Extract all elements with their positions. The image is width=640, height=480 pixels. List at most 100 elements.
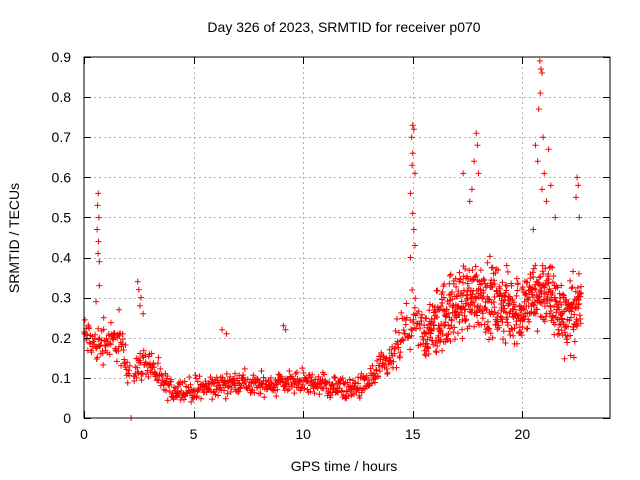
data-point bbox=[486, 325, 493, 332]
data-point bbox=[477, 303, 484, 310]
y-tick-label: 0.3 bbox=[52, 290, 72, 306]
data-point bbox=[539, 262, 546, 269]
axis-ticks bbox=[84, 57, 610, 419]
data-point bbox=[396, 329, 403, 336]
data-point bbox=[407, 190, 414, 197]
data-point bbox=[273, 393, 280, 400]
data-point bbox=[445, 310, 452, 317]
data-point bbox=[501, 305, 508, 312]
data-point bbox=[120, 347, 127, 354]
data-point bbox=[262, 378, 269, 385]
data-point bbox=[328, 382, 335, 389]
data-point bbox=[485, 336, 492, 343]
data-point bbox=[134, 364, 141, 371]
data-point bbox=[508, 282, 515, 289]
data-point bbox=[562, 306, 569, 313]
data-point bbox=[399, 336, 406, 343]
data-point bbox=[477, 267, 484, 274]
data-point bbox=[293, 369, 300, 376]
data-point bbox=[474, 142, 481, 149]
data-point bbox=[504, 268, 511, 275]
data-point bbox=[118, 343, 125, 350]
data-point bbox=[93, 345, 100, 352]
data-point bbox=[107, 319, 114, 326]
data-point bbox=[466, 323, 473, 330]
data-point bbox=[346, 376, 353, 383]
data-point bbox=[558, 301, 565, 308]
data-point bbox=[469, 307, 476, 314]
data-point bbox=[126, 372, 133, 379]
data-point bbox=[439, 289, 446, 296]
data-point bbox=[458, 309, 465, 316]
data-point bbox=[462, 317, 469, 324]
data-point bbox=[575, 182, 582, 189]
data-point bbox=[95, 336, 102, 343]
data-point bbox=[576, 300, 583, 307]
data-point bbox=[457, 275, 464, 282]
data-point bbox=[482, 329, 489, 336]
data-point bbox=[96, 282, 103, 289]
data-point bbox=[459, 326, 466, 333]
data-point bbox=[566, 317, 573, 324]
data-point bbox=[159, 372, 166, 379]
data-point bbox=[552, 214, 559, 221]
data-point bbox=[526, 283, 533, 290]
data-point bbox=[574, 174, 581, 181]
data-point bbox=[556, 321, 563, 328]
data-point bbox=[511, 303, 518, 310]
data-point bbox=[562, 298, 569, 305]
data-point bbox=[438, 303, 445, 310]
data-point bbox=[565, 323, 572, 330]
y-axis-label: SRMTID / TECUs bbox=[6, 183, 22, 293]
data-point bbox=[491, 309, 498, 316]
data-point bbox=[222, 395, 229, 402]
data-point bbox=[498, 314, 505, 321]
data-point bbox=[186, 374, 193, 381]
data-point bbox=[458, 298, 465, 305]
data-point bbox=[524, 279, 531, 286]
data-point bbox=[164, 397, 171, 404]
data-point bbox=[480, 276, 487, 283]
data-point bbox=[274, 386, 281, 393]
data-point bbox=[537, 66, 544, 73]
data-point bbox=[490, 277, 497, 284]
data-point bbox=[515, 315, 522, 322]
data-point bbox=[321, 371, 328, 378]
data-point bbox=[549, 290, 556, 297]
data-point bbox=[223, 330, 230, 337]
data-point bbox=[241, 365, 248, 372]
data-point bbox=[532, 262, 539, 269]
data-point bbox=[504, 322, 511, 329]
data-point bbox=[494, 310, 501, 317]
data-point bbox=[142, 351, 149, 358]
data-point bbox=[441, 281, 448, 288]
data-point bbox=[315, 373, 322, 380]
data-point bbox=[426, 307, 433, 314]
data-point bbox=[535, 106, 542, 113]
data-point bbox=[525, 296, 532, 303]
data-point bbox=[463, 296, 470, 303]
data-point bbox=[536, 274, 543, 281]
data-point bbox=[168, 376, 175, 383]
data-point bbox=[537, 90, 544, 97]
data-point bbox=[506, 300, 513, 307]
data-point bbox=[425, 351, 432, 358]
data-point bbox=[95, 250, 102, 257]
data-point bbox=[250, 372, 257, 379]
data-point bbox=[96, 258, 103, 265]
data-point bbox=[484, 318, 491, 325]
data-point bbox=[112, 345, 119, 352]
data-point bbox=[116, 306, 123, 313]
data-point bbox=[396, 354, 403, 361]
data-point bbox=[477, 286, 484, 293]
data-point bbox=[96, 342, 103, 349]
x-tick-label: 20 bbox=[515, 426, 531, 442]
data-point bbox=[445, 330, 452, 337]
data-point bbox=[558, 327, 565, 334]
data-point bbox=[432, 348, 439, 355]
data-point bbox=[398, 309, 405, 316]
data-point bbox=[412, 295, 419, 302]
data-point bbox=[291, 390, 298, 397]
data-point bbox=[95, 238, 102, 245]
data-point bbox=[411, 304, 418, 311]
